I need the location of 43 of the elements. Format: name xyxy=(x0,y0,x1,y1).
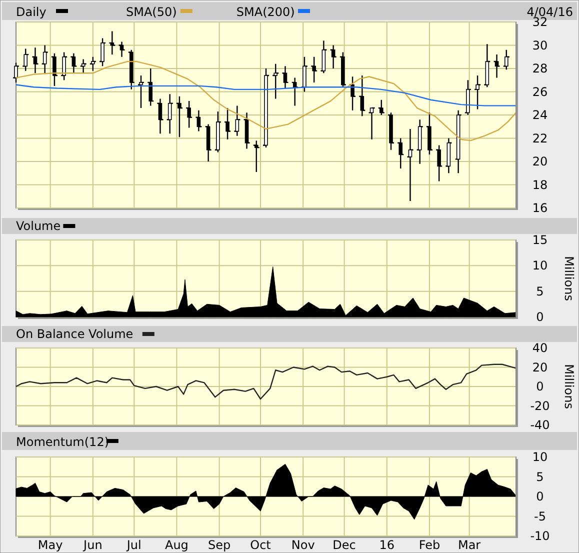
y-tick-label: 28 xyxy=(532,62,548,76)
y-tick-label: -20 xyxy=(530,398,550,413)
x-tick-label: Aug xyxy=(164,538,188,552)
x-tick-label: Mar xyxy=(458,538,481,552)
legend-label: On Balance Volume xyxy=(16,327,134,341)
y-tick-label: 5 xyxy=(536,284,544,298)
y-axis-title: Millions xyxy=(562,256,576,301)
y-tick-label: 20 xyxy=(532,154,548,168)
line-series xyxy=(15,364,517,400)
legend-label: Daily xyxy=(16,5,46,19)
x-tick-label: Nov xyxy=(291,538,315,552)
x-tick-label: Oct xyxy=(250,538,272,552)
x-tick-label: Feb xyxy=(418,538,440,552)
y-tick-label: 5 xyxy=(536,470,544,484)
text: 4/04/16 xyxy=(526,5,573,19)
y-axis-title: Millions xyxy=(562,364,576,409)
x-tick-label: Dec xyxy=(332,538,356,552)
y-tick-label: 10 xyxy=(532,258,548,273)
y-tick-label: 10 xyxy=(532,450,548,464)
legend-label: Momentum(12) xyxy=(16,435,110,449)
y-tick-label: 20 xyxy=(532,360,548,374)
legend-label: Volume xyxy=(16,219,61,233)
y-tick-label: 15 xyxy=(532,233,548,247)
y-tick-label: 40 xyxy=(532,341,548,355)
x-tick-label: May xyxy=(38,538,63,552)
y-tick-label: 0 xyxy=(536,310,544,324)
y-tick-label: 0 xyxy=(536,380,544,394)
x-tick-label: Jun xyxy=(82,538,102,552)
y-tick-label: 16 xyxy=(532,201,548,215)
y-tick-label: -40 xyxy=(530,418,550,432)
x-tick-label: Jul xyxy=(126,538,142,552)
y-tick-label: 24 xyxy=(532,108,548,122)
y-tick-label: -5 xyxy=(534,509,546,524)
y-tick-label: 18 xyxy=(532,178,548,192)
legend-label: SMA(50) xyxy=(126,5,177,19)
y-tick-label: 26 xyxy=(532,84,548,99)
y-tick-label: 22 xyxy=(532,131,548,146)
x-tick-label: Sep xyxy=(208,538,231,552)
y-tick-label: 30 xyxy=(532,38,548,52)
y-tick-label: -10 xyxy=(530,529,550,543)
legend-label: SMA(200) xyxy=(236,5,295,19)
x-tick-label: 16 xyxy=(379,538,395,552)
y-tick-label: 0 xyxy=(536,490,544,504)
